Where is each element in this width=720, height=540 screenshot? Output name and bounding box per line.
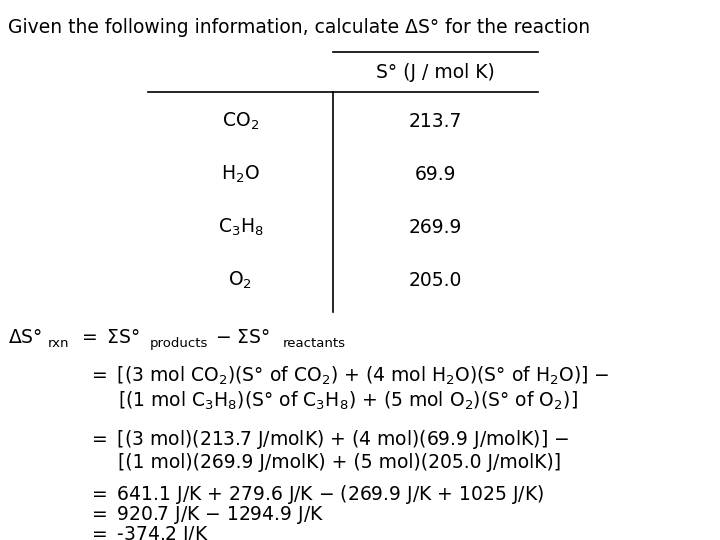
- Text: S° (J / mol K): S° (J / mol K): [376, 63, 495, 82]
- Text: $=$ 641.1 J/K + 279.6 J/K $-$ (269.9 J/K + 1025 J/K): $=$ 641.1 J/K + 279.6 J/K $-$ (269.9 J/K…: [88, 483, 544, 506]
- Text: [(1 mol)(269.9 J/molK) + (5 mol)(205.0 J/molK)]: [(1 mol)(269.9 J/molK) + (5 mol)(205.0 J…: [118, 453, 561, 472]
- Text: C$_3$H$_8$: C$_3$H$_8$: [217, 217, 264, 238]
- Text: rxn: rxn: [48, 337, 70, 350]
- Text: Given the following information, calculate ΔS° for the reaction: Given the following information, calcula…: [8, 18, 590, 37]
- Text: products: products: [150, 337, 208, 350]
- Text: H$_2$O: H$_2$O: [221, 164, 260, 185]
- Text: 69.9: 69.9: [415, 165, 456, 184]
- Text: $=$ $\Sigma$S$\degree$: $=$ $\Sigma$S$\degree$: [78, 328, 140, 347]
- Text: 205.0: 205.0: [409, 271, 462, 290]
- Text: $-$ $\Sigma$S$\degree$: $-$ $\Sigma$S$\degree$: [215, 328, 270, 347]
- Text: $=$ [(3 mol)(213.7 J/molK) + (4 mol)(69.9 J/molK)] $-$: $=$ [(3 mol)(213.7 J/molK) + (4 mol)(69.…: [88, 428, 569, 451]
- Text: $=$ [(3 mol CO$_2$)(S$\degree$ of CO$_2$) + (4 mol H$_2$O)(S$\degree$ of H$_2$O): $=$ [(3 mol CO$_2$)(S$\degree$ of CO$_2$…: [88, 365, 609, 387]
- Text: CO$_2$: CO$_2$: [222, 111, 259, 132]
- Text: $\Delta$S$\degree$: $\Delta$S$\degree$: [8, 328, 42, 347]
- Text: 213.7: 213.7: [409, 112, 462, 131]
- Text: reactants: reactants: [283, 337, 346, 350]
- Text: [(1 mol C$_3$H$_8$)(S$\degree$ of C$_3$H$_8$) + (5 mol O$_2$)(S$\degree$ of O$_2: [(1 mol C$_3$H$_8$)(S$\degree$ of C$_3$H…: [118, 390, 578, 413]
- Text: $=$ 920.7 J/K $-$ 1294.9 J/K: $=$ 920.7 J/K $-$ 1294.9 J/K: [88, 504, 324, 526]
- Text: $=$ -374.2 J/K: $=$ -374.2 J/K: [88, 524, 209, 540]
- Text: O$_2$: O$_2$: [228, 270, 253, 291]
- Text: 269.9: 269.9: [409, 218, 462, 237]
